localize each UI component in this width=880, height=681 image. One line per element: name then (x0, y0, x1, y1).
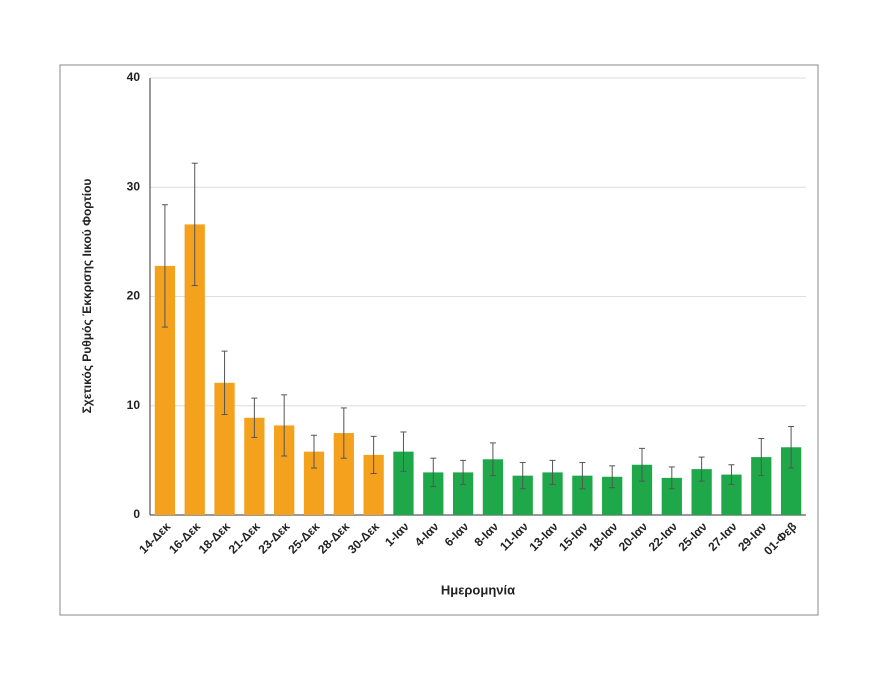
bar (423, 472, 444, 515)
y-tick-label: 10 (127, 398, 141, 412)
bar (631, 464, 653, 515)
bar (274, 425, 295, 515)
bar (602, 476, 623, 515)
bar (512, 475, 533, 515)
bar (363, 454, 384, 515)
bar (393, 451, 414, 515)
y-tick-label: 30 (127, 179, 141, 193)
bar (154, 265, 176, 515)
bar (691, 469, 712, 515)
bar (303, 451, 325, 515)
bar (333, 433, 354, 515)
bar (542, 472, 563, 515)
bar (572, 475, 593, 515)
bar (214, 382, 235, 515)
bar (452, 472, 474, 515)
bar (244, 417, 265, 515)
y-tick-label: 40 (127, 70, 141, 84)
y-tick-label: 0 (133, 507, 140, 521)
y-axis-label: Σχετικός Ρυθμός Έκκρισης Ιικού Φορτίου (80, 179, 94, 414)
bar (184, 224, 205, 515)
bar (780, 447, 802, 515)
bar (661, 477, 682, 515)
x-axis-label: Ημερομηνία (441, 582, 515, 597)
bar (482, 459, 504, 515)
y-tick-label: 20 (127, 289, 141, 303)
bar (751, 457, 772, 515)
bar (721, 474, 742, 515)
